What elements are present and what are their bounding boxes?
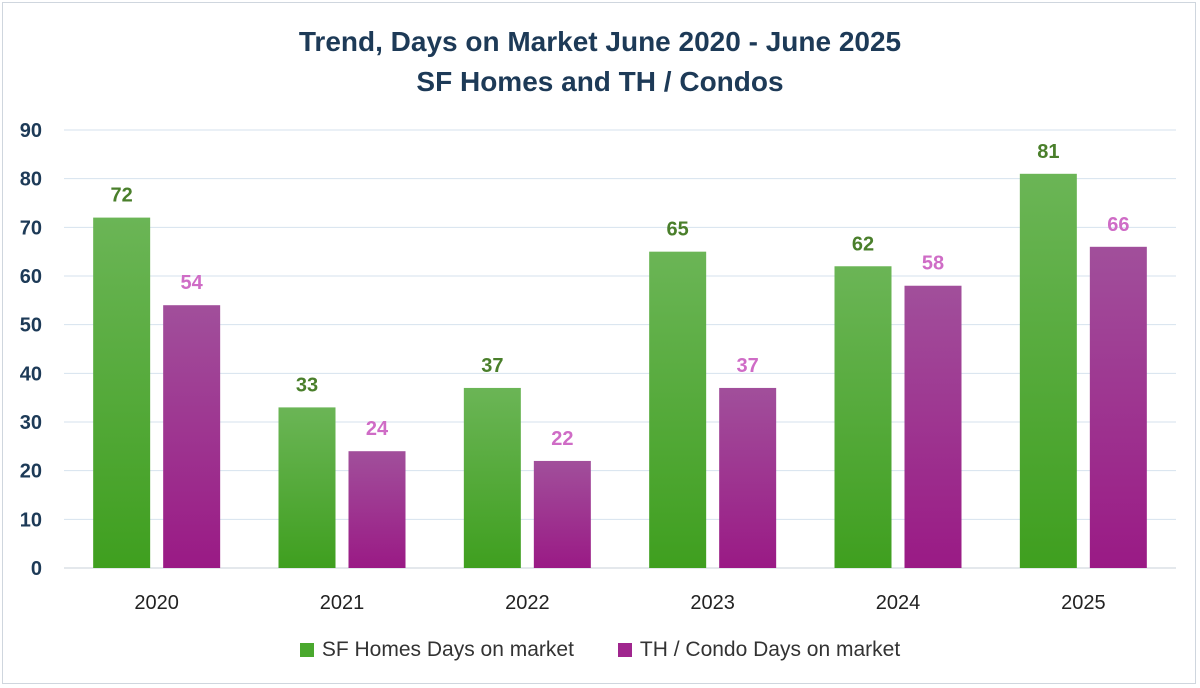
data-label-th-condo-2023: 37 [737, 355, 759, 377]
data-label-sf-homes-2020: 72 [111, 185, 133, 207]
x-tick-label: 2024 [876, 592, 921, 614]
bar-th-condo-2021 [348, 451, 406, 568]
y-axis-ticks: 0 10 20 30 40 50 60 70 80 90 [20, 120, 42, 580]
chart-title: Trend, Days on Market June 2020 - June 2… [0, 22, 1200, 102]
bar-sf-homes-2021 [278, 407, 336, 568]
x-axis-ticks: 2020 2021 2022 2023 2024 2025 [134, 592, 1105, 614]
legend-item-sf-homes: SF Homes Days on market [299, 638, 574, 662]
y-tick-label: 90 [20, 120, 42, 142]
data-label-th-condo-2025: 66 [1107, 214, 1129, 236]
y-tick-label: 50 [20, 315, 42, 337]
data-label-sf-homes-2024: 62 [852, 233, 874, 255]
data-label-sf-homes-2022: 37 [481, 355, 503, 377]
x-tick-label: 2020 [134, 592, 179, 614]
bar-th-condo-2024 [904, 285, 962, 568]
data-label-th-condo-2020: 54 [181, 272, 204, 294]
x-tick-label: 2023 [690, 592, 735, 614]
legend-swatch-th-condo [617, 643, 632, 657]
y-tick-label: 10 [20, 509, 42, 531]
bar-sf-homes-2022 [463, 387, 521, 568]
y-tick-label: 40 [20, 363, 42, 385]
y-tick-label: 30 [20, 412, 42, 434]
gridlines [64, 129, 1176, 569]
data-labels: 72 54 33 24 37 22 65 37 62 58 81 66 [111, 141, 1130, 450]
x-tick-label: 2025 [1061, 592, 1106, 614]
x-tick-label: 2021 [320, 592, 365, 614]
data-label-sf-homes-2025: 81 [1037, 141, 1059, 163]
legend-label-sf-homes: SF Homes Days on market [321, 638, 574, 661]
bar-sf-homes-2020 [93, 217, 151, 568]
data-label-sf-homes-2023: 65 [667, 219, 689, 241]
y-tick-label: 60 [20, 266, 42, 288]
chart-title-line2: SF Homes and TH / Condos [416, 66, 784, 97]
data-label-th-condo-2024: 58 [922, 253, 944, 275]
y-tick-label: 20 [20, 461, 42, 483]
bars [93, 173, 1147, 569]
bar-sf-homes-2025 [1019, 173, 1077, 569]
legend-label-th-condo: TH / Condo Days on market [639, 638, 901, 661]
bar-sf-homes-2023 [649, 251, 707, 568]
data-label-sf-homes-2021: 33 [296, 374, 318, 396]
bar-sf-homes-2024 [834, 266, 892, 568]
bar-th-condo-2023 [719, 387, 777, 568]
bar-th-condo-2025 [1089, 246, 1147, 569]
legend-swatch-sf-homes [299, 643, 314, 657]
y-tick-label: 0 [31, 558, 42, 580]
x-tick-label: 2022 [505, 592, 550, 614]
data-label-th-condo-2022: 22 [551, 428, 573, 450]
y-tick-label: 80 [20, 169, 42, 191]
legend: SF Homes Days on market TH / Condo Days … [0, 638, 1200, 662]
chart-title-line1: Trend, Days on Market June 2020 - June 2… [298, 26, 902, 57]
bar-th-condo-2020 [163, 305, 221, 568]
bar-th-condo-2022 [533, 460, 591, 568]
legend-item-th-condo: TH / Condo Days on market [617, 638, 901, 662]
y-tick-label: 70 [20, 217, 42, 239]
data-label-th-condo-2021: 24 [366, 418, 389, 440]
